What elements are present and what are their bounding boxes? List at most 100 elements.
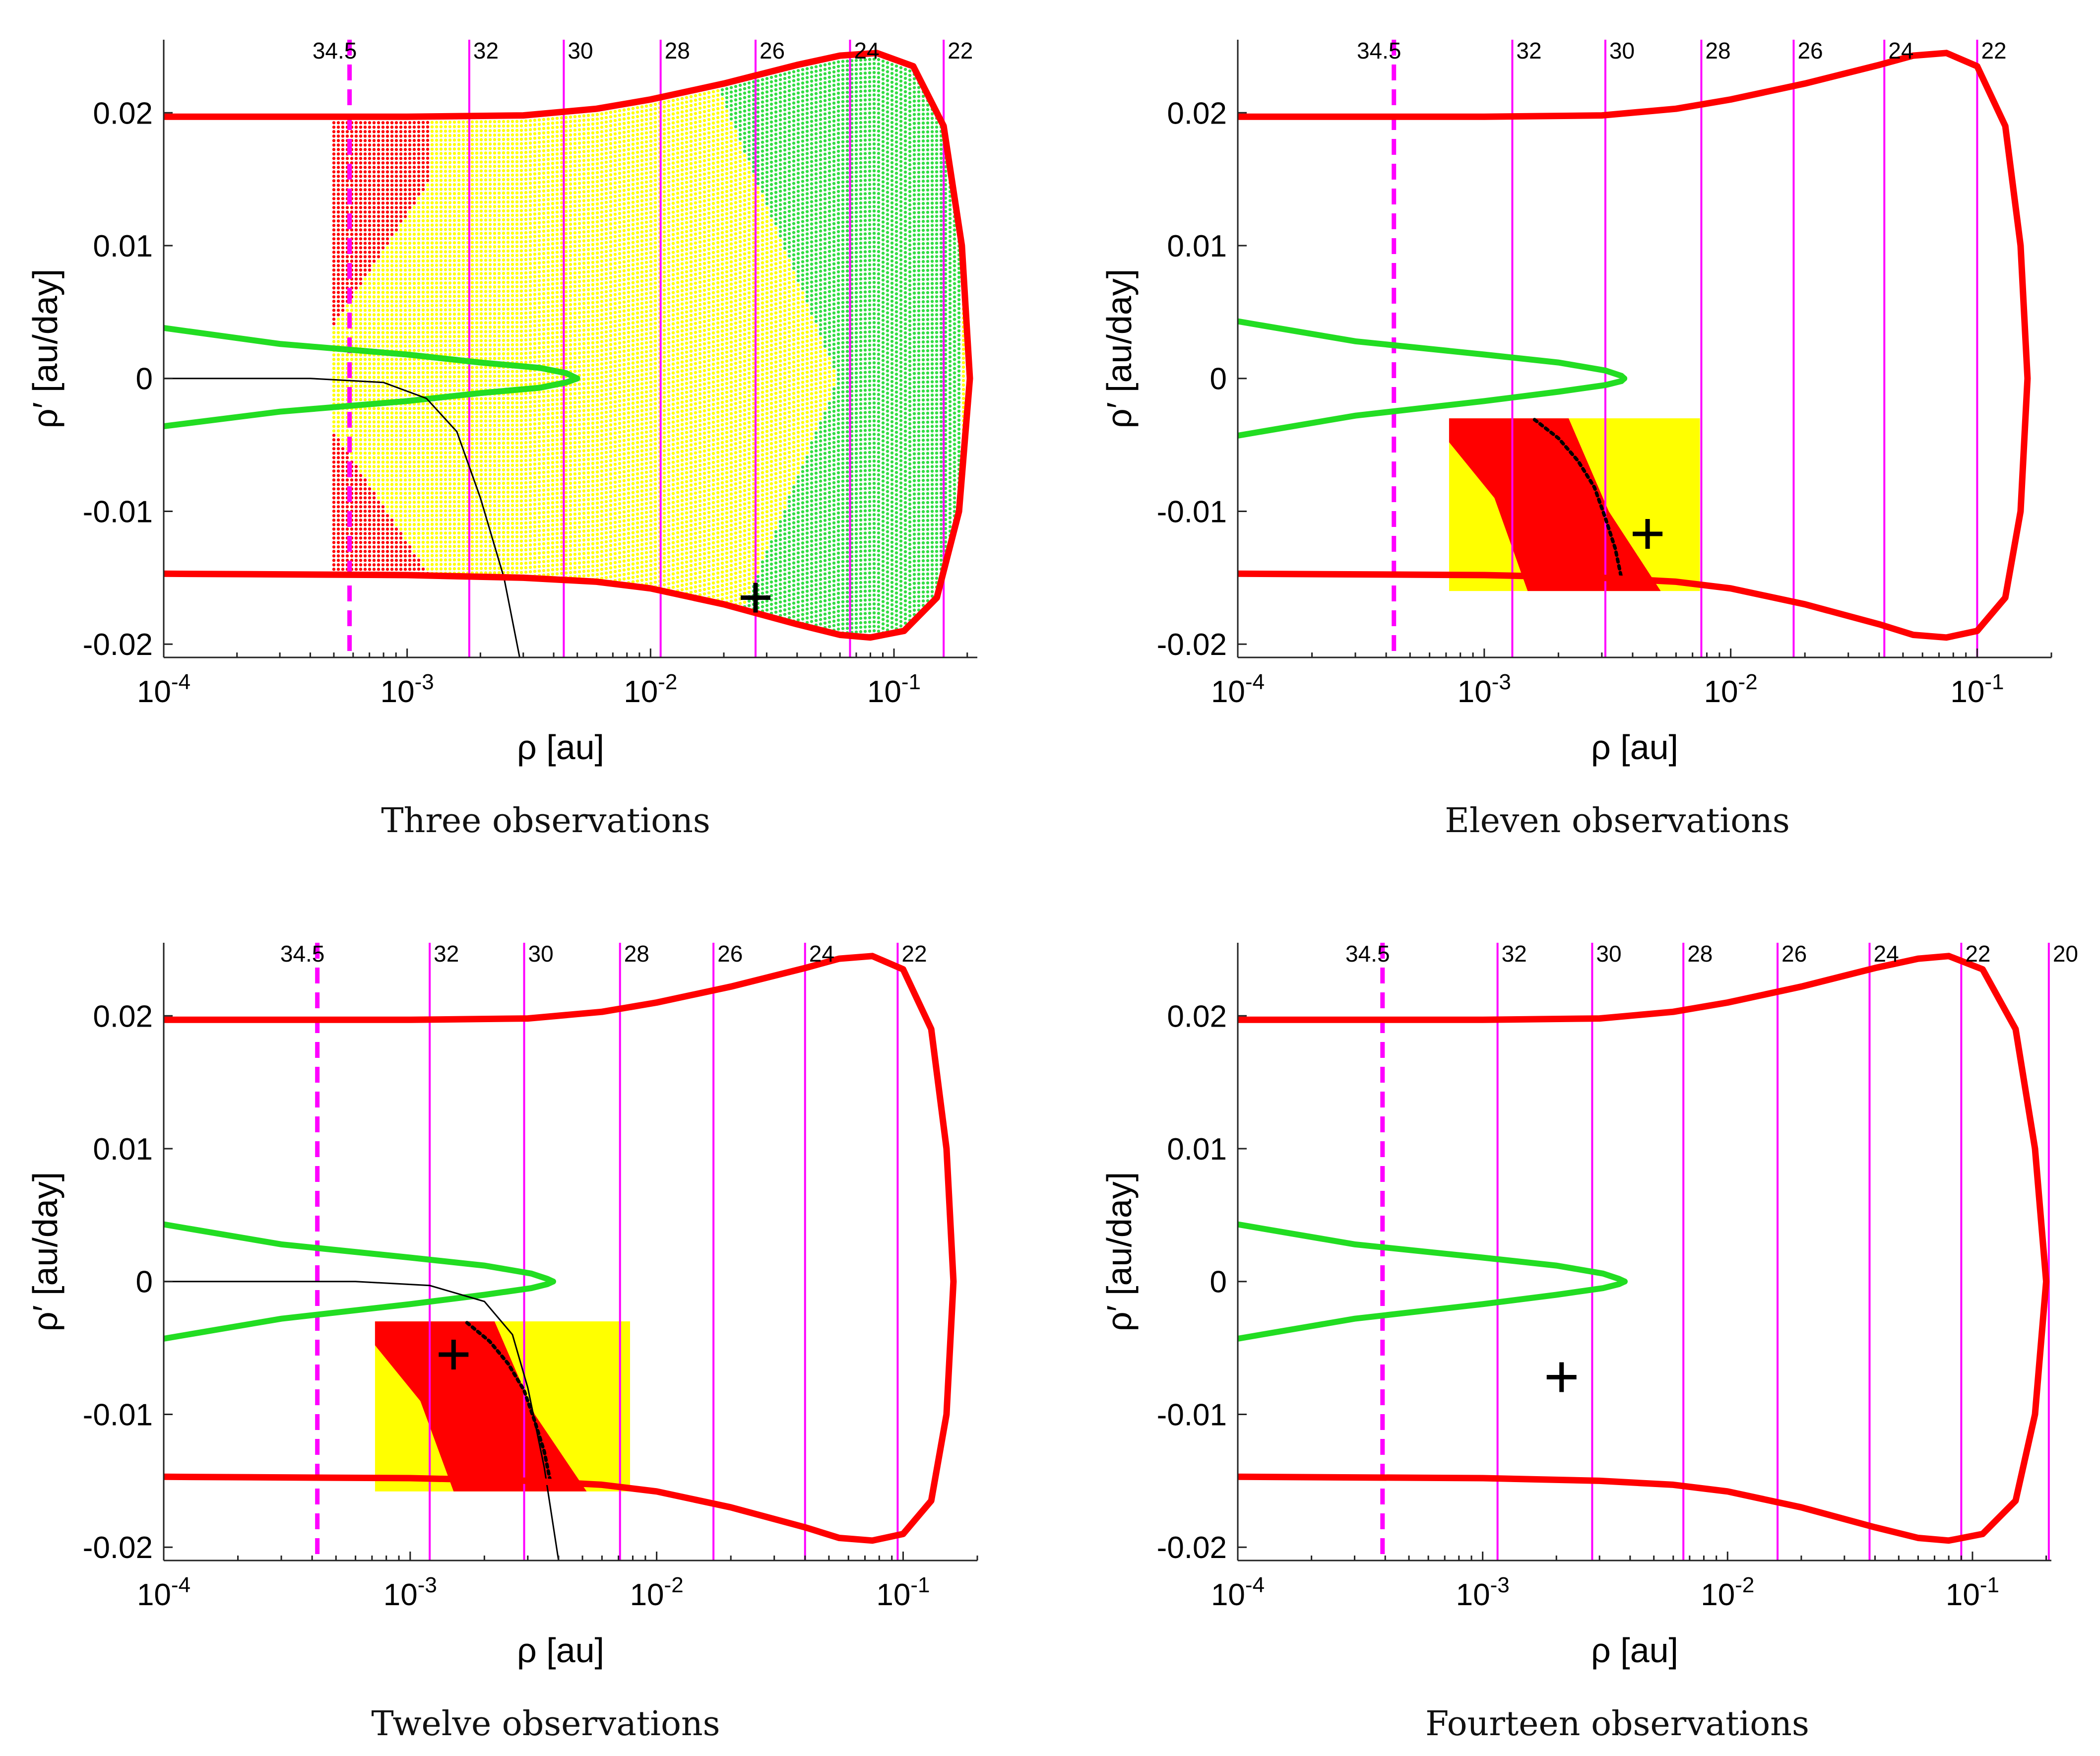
region-dot bbox=[439, 125, 443, 129]
region-dot bbox=[502, 227, 506, 231]
region-dot bbox=[510, 477, 514, 481]
region-dot bbox=[524, 204, 528, 208]
region-dot bbox=[390, 237, 394, 241]
region-dot bbox=[399, 130, 403, 133]
region-dot bbox=[430, 210, 434, 213]
region-dot bbox=[475, 317, 479, 320]
region-dot bbox=[435, 478, 439, 481]
region-dot bbox=[542, 149, 546, 153]
region-dot bbox=[363, 246, 367, 250]
region-dot bbox=[479, 553, 483, 557]
region-dot bbox=[403, 331, 407, 334]
region-dot bbox=[542, 555, 546, 559]
region-dot bbox=[488, 540, 492, 543]
region-dot bbox=[452, 330, 456, 334]
region-dot bbox=[515, 414, 519, 418]
region-dot bbox=[461, 348, 465, 352]
region-dot bbox=[448, 536, 452, 539]
region-dot bbox=[390, 318, 394, 321]
region-dot bbox=[439, 429, 443, 432]
region-dot bbox=[354, 179, 358, 183]
region-dot bbox=[336, 362, 340, 366]
region-dot bbox=[515, 566, 519, 570]
region-dot bbox=[502, 129, 506, 132]
region-dot bbox=[408, 134, 412, 138]
region-dot bbox=[479, 459, 483, 463]
region-dot bbox=[528, 445, 532, 449]
region-dot bbox=[385, 313, 389, 317]
region-dot bbox=[515, 455, 519, 458]
region-dot bbox=[390, 519, 394, 522]
region-dot bbox=[461, 232, 465, 236]
region-dot bbox=[354, 483, 358, 486]
region-dot bbox=[506, 137, 510, 141]
region-dot bbox=[341, 510, 345, 513]
region-dot bbox=[417, 179, 421, 183]
region-dot bbox=[470, 321, 474, 325]
region-dot bbox=[332, 393, 336, 397]
region-dot bbox=[510, 124, 514, 128]
region-dot bbox=[484, 147, 488, 150]
region-dot bbox=[537, 422, 541, 425]
region-dot bbox=[448, 344, 452, 347]
region-dot bbox=[488, 227, 492, 231]
region-dot bbox=[510, 472, 514, 476]
region-dot bbox=[470, 151, 474, 155]
region-dot bbox=[399, 309, 403, 312]
region-dot bbox=[497, 343, 501, 347]
region-dot bbox=[484, 254, 488, 258]
region-dot bbox=[493, 330, 497, 333]
region-dot bbox=[399, 251, 403, 254]
region-dot bbox=[350, 309, 354, 312]
region-dot bbox=[506, 405, 510, 409]
region-dot bbox=[435, 174, 439, 178]
region-dot bbox=[381, 478, 385, 482]
region-dot bbox=[372, 228, 376, 232]
region-dot bbox=[484, 500, 488, 503]
region-dot bbox=[359, 152, 363, 156]
region-dot bbox=[403, 260, 407, 263]
region-dot bbox=[385, 215, 389, 218]
region-dot bbox=[332, 434, 336, 437]
region-dot bbox=[439, 344, 443, 347]
region-dot bbox=[524, 293, 528, 297]
region-dot bbox=[484, 205, 488, 208]
region-dot bbox=[381, 170, 385, 174]
region-dot bbox=[444, 438, 447, 441]
region-dot bbox=[372, 233, 376, 236]
region-dot bbox=[399, 326, 403, 330]
region-dot bbox=[336, 273, 340, 276]
region-dot bbox=[435, 237, 439, 240]
region-dot bbox=[448, 415, 452, 419]
region-dot bbox=[452, 531, 456, 535]
region-dot bbox=[542, 439, 546, 443]
region-dot bbox=[475, 133, 479, 137]
region-dot bbox=[515, 437, 519, 440]
region-dot bbox=[452, 214, 456, 218]
region-dot bbox=[403, 170, 407, 174]
region-dot bbox=[528, 186, 532, 190]
region-dot bbox=[457, 272, 461, 276]
region-dot bbox=[546, 314, 550, 318]
region-dot bbox=[381, 563, 385, 567]
region-dot bbox=[484, 540, 488, 543]
region-dot bbox=[528, 539, 532, 542]
region-dot bbox=[421, 344, 425, 348]
region-dot bbox=[497, 254, 501, 258]
region-dot bbox=[435, 491, 439, 495]
region-dot bbox=[421, 500, 425, 504]
region-dot bbox=[390, 170, 394, 174]
region-dot bbox=[381, 291, 385, 294]
region-dot bbox=[448, 228, 452, 231]
region-dot bbox=[479, 272, 483, 275]
region-dot bbox=[421, 219, 425, 223]
region-dot bbox=[515, 267, 519, 270]
region-dot bbox=[533, 253, 537, 256]
region-dot bbox=[444, 478, 447, 481]
region-dot bbox=[381, 505, 385, 509]
region-dot bbox=[372, 340, 376, 343]
region-dot bbox=[350, 260, 354, 263]
region-dot bbox=[502, 356, 506, 360]
region-dot bbox=[497, 518, 501, 521]
region-dot bbox=[444, 304, 447, 307]
